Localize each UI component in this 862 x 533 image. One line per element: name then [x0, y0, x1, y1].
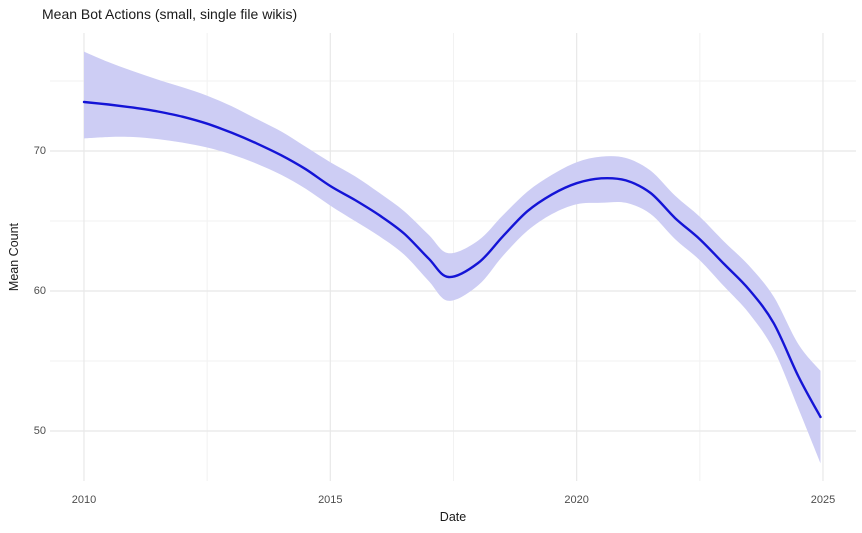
x-tick-label: 2025	[810, 494, 836, 506]
x-tick-label: 2010	[71, 494, 97, 506]
x-axis-title: Date	[439, 510, 467, 524]
x-tick-label: 2020	[564, 494, 589, 506]
confidence-ribbon	[84, 51, 821, 464]
chart-title: Mean Bot Actions (small, single file wik…	[42, 6, 298, 22]
major-gridlines	[50, 33, 856, 481]
trend-line	[82, 100, 822, 419]
y-tick-label: 60	[33, 284, 46, 297]
x-tick-label: 2015	[318, 494, 343, 506]
y-tick-label: 50	[33, 424, 46, 437]
y-axis-title: Mean Count	[7, 222, 21, 292]
y-tick-label: 70	[33, 144, 46, 157]
